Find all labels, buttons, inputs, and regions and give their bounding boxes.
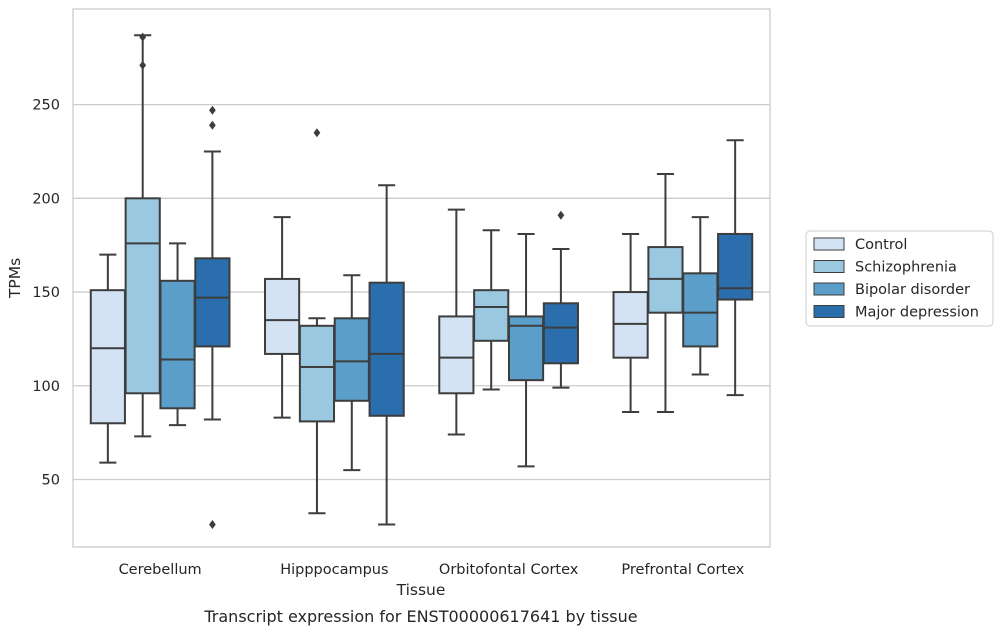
box-0-2 [438, 208, 475, 436]
y-tick-label: 150 [32, 285, 60, 301]
y-tick-label: 50 [42, 473, 60, 489]
legend-swatch [813, 305, 845, 318]
iqr-box [333, 317, 370, 402]
iqr-box [264, 277, 301, 355]
outlier-point [209, 105, 216, 115]
outlier-point [139, 60, 147, 70]
legend-label: Control [855, 237, 907, 253]
legend-swatch [813, 237, 845, 251]
iqr-box [124, 197, 161, 395]
box-0-3 [612, 232, 649, 414]
legend-label: Major depression [855, 305, 979, 321]
y-tick-label: 200 [32, 191, 60, 207]
y-tick-label: 100 [32, 379, 60, 395]
iqr-box [159, 279, 196, 410]
outlier-point [209, 120, 216, 130]
iqr-box [438, 315, 475, 395]
box-3-3 [717, 139, 754, 397]
box-plots [89, 32, 754, 530]
legend-label: Bipolar disorder [855, 282, 970, 298]
y-axis-title: TPMs [6, 258, 24, 299]
legend-frame [805, 230, 994, 327]
outlier-point [313, 128, 321, 138]
iqr-box [473, 289, 510, 342]
iqr-box [542, 302, 579, 365]
iqr-box [194, 257, 231, 348]
iqr-box [298, 324, 336, 423]
x-tick-label: Orbitofontal Cortex [439, 562, 579, 578]
extra-outliers [139, 32, 147, 70]
legend: Control Schizophrenia Bipolar disorder Majo… [805, 230, 994, 327]
x-tick-label: Prefrontal Cortex [621, 562, 744, 578]
iqr-box [89, 289, 126, 425]
box-1-3 [647, 172, 684, 414]
box-0-1 [264, 216, 301, 419]
outlier-point [209, 520, 216, 530]
box-1-1 [298, 128, 336, 515]
box-0-0 [89, 253, 126, 464]
x-axis-title: Tissue [396, 581, 446, 599]
x-tick-label: Hipppocampus [280, 562, 388, 578]
box-2-1 [333, 274, 370, 472]
y-axis-ticks: 50 100 150 200 250 [32, 98, 60, 489]
outlier-point [557, 210, 565, 220]
box-3-0 [194, 105, 231, 530]
box-2-3 [682, 216, 719, 376]
x-axis-ticks: Cerebellum Hipppocampus Orbitofontal Corte… [119, 562, 745, 578]
x-tick-label: Cerebellum [119, 562, 202, 578]
legend-label: Schizophrenia [855, 260, 957, 276]
box-3-1 [368, 184, 405, 526]
outlier-point [139, 32, 147, 42]
iqr-box [682, 272, 719, 348]
box-2-0 [159, 242, 196, 427]
legend-swatch [813, 260, 845, 273]
legend-swatch [813, 282, 845, 296]
iqr-box [717, 232, 754, 301]
y-tick-label: 250 [32, 98, 60, 114]
chart-caption: Transcript expression for ENST0000061764… [203, 607, 637, 626]
iqr-box [368, 281, 405, 417]
box-3-2 [542, 210, 579, 389]
